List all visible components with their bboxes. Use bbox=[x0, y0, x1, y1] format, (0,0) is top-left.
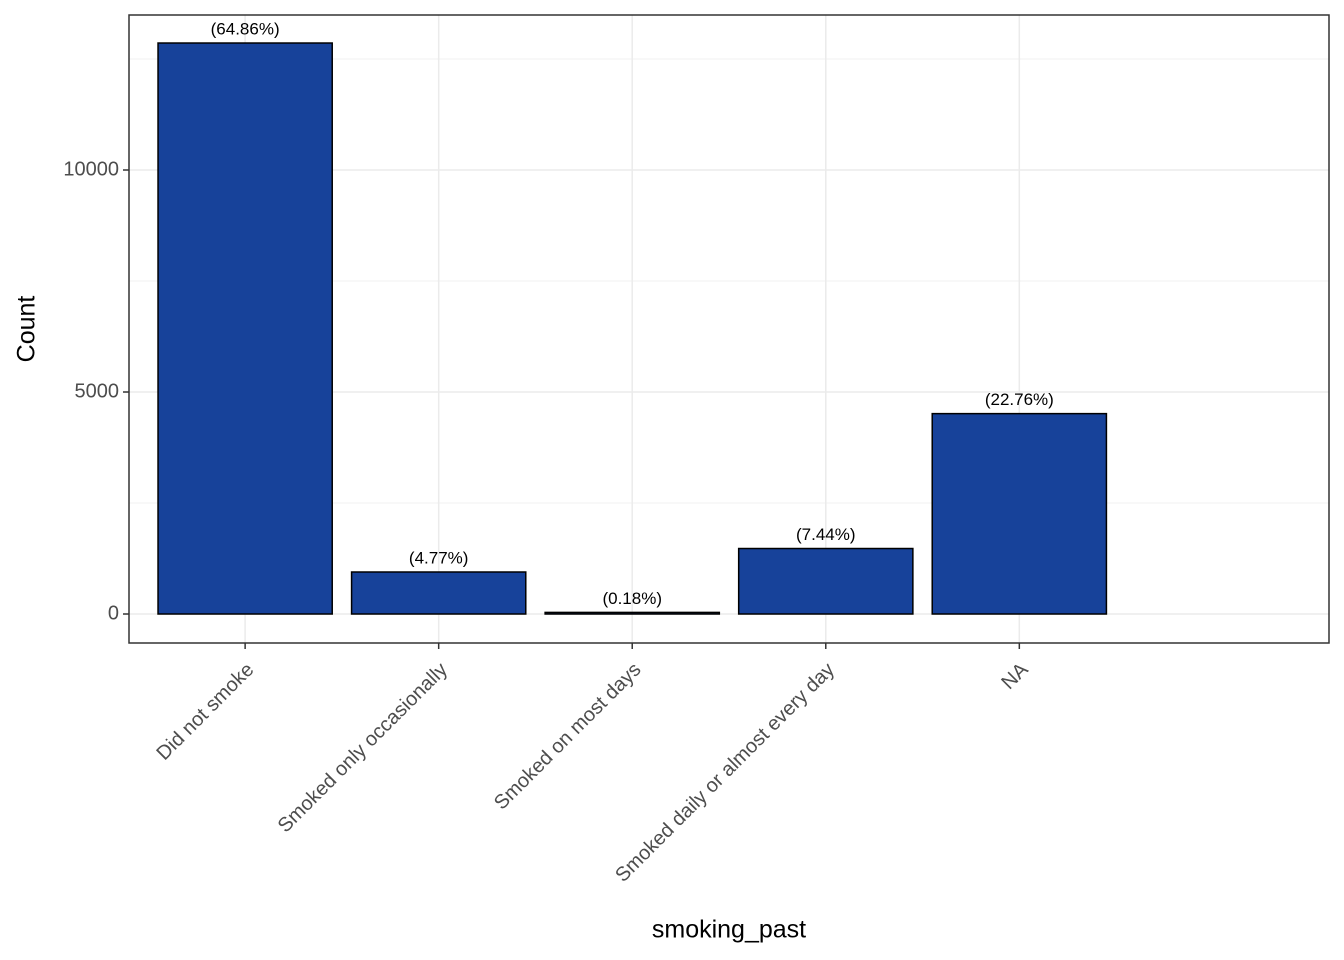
bar bbox=[737, 547, 914, 615]
bar-label: (4.77%) bbox=[409, 548, 469, 567]
y-tick-label: 5000 bbox=[75, 380, 120, 402]
bar bbox=[931, 412, 1108, 615]
bar bbox=[157, 42, 333, 615]
bar-label: (7.44%) bbox=[796, 525, 856, 544]
bar-label: (64.86%) bbox=[211, 20, 280, 39]
y-tick-label: 0 bbox=[108, 602, 119, 624]
x-tick-label: Smoked only occasionally bbox=[274, 659, 452, 837]
bar-label: (0.18%) bbox=[602, 589, 662, 608]
bar-label: (22.76%) bbox=[985, 390, 1054, 409]
x-tick-label: Did not smoke bbox=[152, 659, 258, 765]
x-tick-label: Smoked daily or almost every day bbox=[611, 659, 839, 887]
x-tick-label: Smoked on most days bbox=[490, 659, 645, 814]
y-axis-title: Count bbox=[13, 296, 41, 363]
x-tick-label: NA bbox=[997, 658, 1033, 694]
y-tick-label: 10000 bbox=[63, 158, 119, 180]
bar bbox=[544, 611, 721, 615]
x-axis-title: smoking_past bbox=[652, 916, 806, 944]
bar bbox=[350, 571, 527, 615]
plot-border bbox=[128, 14, 1330, 644]
